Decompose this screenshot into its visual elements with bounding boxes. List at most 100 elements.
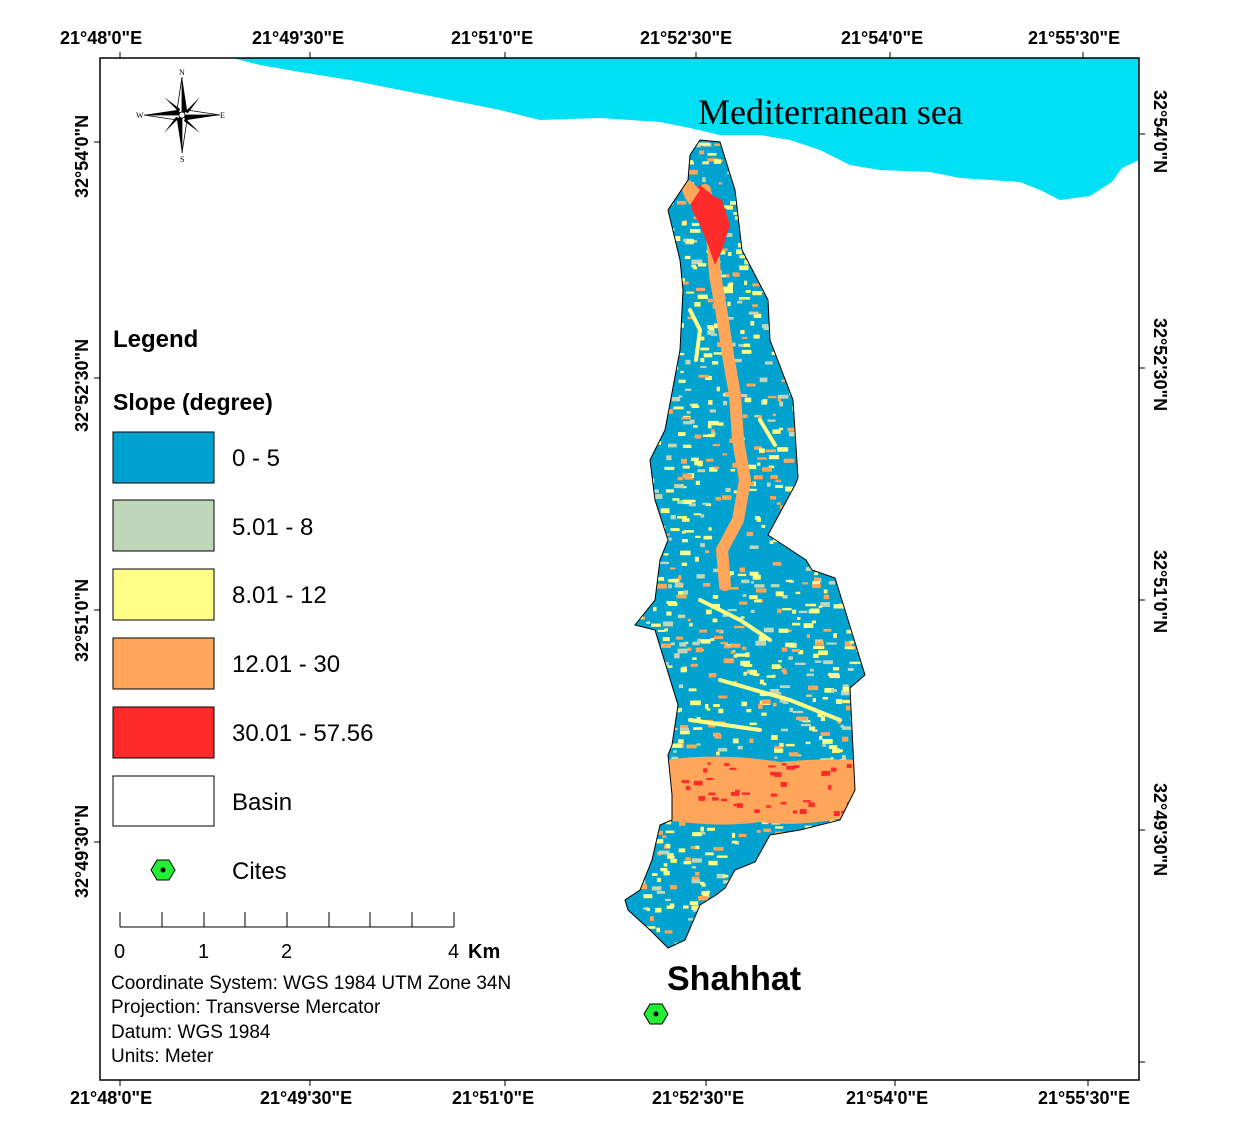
slope-cell xyxy=(674,653,680,659)
slope-cell xyxy=(636,148,645,151)
slope-cell xyxy=(822,395,832,398)
slope-cell xyxy=(780,900,785,905)
slope-cell xyxy=(830,572,842,575)
slope-cell xyxy=(655,407,661,411)
slope-cell xyxy=(627,164,639,168)
slope-cell xyxy=(651,623,661,627)
slope-cell xyxy=(791,328,798,333)
slope-cell xyxy=(822,548,831,553)
slope-cell xyxy=(775,479,782,483)
slope-cell xyxy=(733,212,738,215)
slope-cell xyxy=(819,373,824,376)
slope-cell xyxy=(665,830,675,834)
slope-cell xyxy=(754,928,758,931)
slope-cell xyxy=(870,318,876,321)
slope-cell xyxy=(698,263,707,267)
slope-cell xyxy=(870,774,880,776)
slope-cell xyxy=(852,894,861,898)
slope-cell xyxy=(655,577,665,581)
slope-cell xyxy=(813,942,820,946)
slope-cell xyxy=(857,213,863,217)
slope-cell xyxy=(800,723,811,727)
slope-cell xyxy=(849,661,861,665)
slope-cell xyxy=(822,916,831,920)
slope-cell xyxy=(627,815,638,819)
slope-cell xyxy=(747,148,757,152)
slope-cell xyxy=(722,495,732,500)
slope-cell xyxy=(739,297,750,300)
scale-label: 0 xyxy=(114,941,125,963)
coord-top-label: 21°49'30"E xyxy=(252,28,344,48)
slope-cell xyxy=(678,379,686,383)
compass-n-label: N xyxy=(179,68,185,77)
slope-cell xyxy=(727,905,732,911)
slope-cell xyxy=(869,884,873,889)
slope-cell xyxy=(625,945,628,948)
slope-cell xyxy=(862,499,865,505)
slope-cell xyxy=(679,642,687,647)
slope-cell xyxy=(782,595,788,599)
slope-cell xyxy=(671,709,680,713)
slope-cell xyxy=(643,946,653,948)
slope-cell xyxy=(667,853,674,856)
slope-cell xyxy=(802,582,809,585)
slope-cell xyxy=(635,724,645,730)
slope-cell xyxy=(696,928,702,931)
slope-cell xyxy=(660,256,664,259)
slope-cell xyxy=(636,940,640,944)
slope-cell xyxy=(655,813,665,818)
mediterranean-sea xyxy=(232,58,1139,200)
slope-cell xyxy=(748,488,757,491)
slope-cell xyxy=(669,174,675,177)
slope-cell xyxy=(670,885,677,890)
slope-cell xyxy=(779,187,790,192)
slope-cell xyxy=(797,918,806,922)
slope-cell xyxy=(724,233,733,237)
slope-cell xyxy=(809,557,820,561)
slope-cell xyxy=(744,897,753,902)
slope-cell xyxy=(664,294,670,300)
slope-cell xyxy=(651,730,662,733)
slope-cell xyxy=(660,333,664,337)
slope-cell xyxy=(691,876,700,881)
slope-cell xyxy=(792,234,802,238)
slope-cell xyxy=(841,476,849,481)
slope-cell xyxy=(861,786,865,790)
slope-cell xyxy=(666,455,672,461)
slope-cell xyxy=(850,559,854,564)
slope-cell xyxy=(723,890,733,896)
slope-cell xyxy=(821,369,832,375)
slope-cell xyxy=(631,604,639,609)
slope-cell xyxy=(795,591,801,595)
slope-cell xyxy=(650,728,661,734)
slope-cell xyxy=(709,409,716,413)
slope-cell xyxy=(708,722,716,728)
slope-cell xyxy=(866,354,870,358)
slope-cell xyxy=(643,378,655,382)
slope-cell xyxy=(792,622,801,626)
slope-cell xyxy=(845,945,850,948)
slope-cell xyxy=(849,550,859,553)
slope-cell xyxy=(643,735,652,740)
slope-cell xyxy=(866,331,870,335)
slope-cell xyxy=(695,647,703,653)
slope-cell xyxy=(829,343,835,347)
slope-cell xyxy=(851,478,862,482)
slope-cell xyxy=(805,741,811,745)
slope-cell xyxy=(850,525,860,529)
slope-cell xyxy=(654,748,661,751)
slope-cell xyxy=(638,884,648,890)
slope-cell xyxy=(765,163,777,168)
slope-cell xyxy=(640,846,645,850)
slope-cell xyxy=(641,926,646,932)
slope-cell xyxy=(677,614,686,619)
slope-cell xyxy=(842,700,854,704)
slope-cell xyxy=(666,601,677,604)
slope-cell xyxy=(723,658,735,664)
slope-cell xyxy=(860,889,865,893)
slope-cell xyxy=(821,937,830,941)
coord-top-label: 21°51'0"E xyxy=(451,28,533,48)
slope-cell xyxy=(859,850,865,856)
slope-cell xyxy=(677,145,686,149)
slope-cell xyxy=(782,540,787,543)
